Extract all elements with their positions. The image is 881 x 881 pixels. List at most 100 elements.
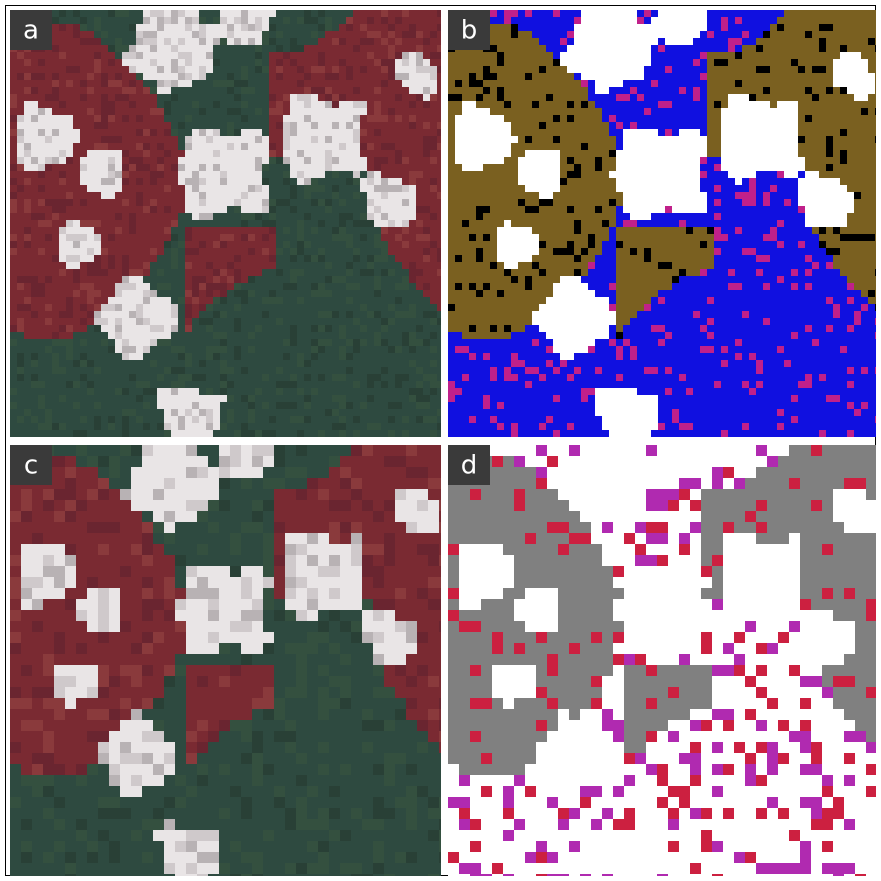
pixel <box>73 297 80 304</box>
pixel <box>469 59 476 66</box>
pixel <box>115 311 122 318</box>
pixel <box>59 157 66 164</box>
pixel <box>248 353 255 360</box>
pixel <box>423 17 430 24</box>
pixel <box>325 381 332 388</box>
pixel <box>164 199 171 206</box>
pixel <box>45 80 52 87</box>
pixel <box>10 73 17 80</box>
pixel <box>206 101 213 108</box>
pixel <box>416 171 423 178</box>
pixel <box>416 297 423 304</box>
pixel <box>416 304 423 311</box>
pixel <box>94 24 101 31</box>
pixel <box>199 423 206 430</box>
pixel <box>437 395 441 402</box>
pixel <box>234 80 241 87</box>
pixel <box>847 59 854 66</box>
pixel <box>395 409 402 416</box>
pixel <box>402 388 409 395</box>
pixel <box>402 304 409 311</box>
pixel <box>868 66 875 73</box>
pixel <box>360 108 367 115</box>
pixel <box>122 276 129 283</box>
pixel <box>644 101 651 108</box>
pixel <box>826 52 833 59</box>
pixel <box>588 73 595 80</box>
pixel <box>150 101 157 108</box>
pixel <box>150 430 157 437</box>
pixel <box>290 185 297 192</box>
pixel <box>171 220 178 227</box>
pixel <box>721 101 728 108</box>
pixel <box>665 80 672 87</box>
pixel <box>122 94 129 101</box>
pixel <box>374 262 381 269</box>
pixel <box>318 360 325 367</box>
pixel <box>409 157 416 164</box>
pixel <box>10 339 17 346</box>
pixel <box>644 17 651 24</box>
pixel <box>437 423 441 430</box>
pixel <box>416 10 423 17</box>
pixel <box>353 129 360 136</box>
pixel <box>791 24 798 31</box>
pixel <box>52 94 59 101</box>
pixel <box>430 87 437 94</box>
pixel <box>283 87 290 94</box>
pixel <box>136 332 143 339</box>
pixel <box>374 353 381 360</box>
pixel <box>756 136 763 143</box>
pixel <box>185 213 192 220</box>
pixel <box>115 395 122 402</box>
pixel <box>490 45 497 52</box>
pixel <box>416 262 423 269</box>
pixel <box>332 150 339 157</box>
pixel <box>276 178 283 185</box>
pixel <box>122 73 129 80</box>
pixel <box>714 17 721 24</box>
pixel <box>108 87 115 94</box>
pixel <box>840 66 847 73</box>
pixel <box>339 367 346 374</box>
pixel <box>430 402 437 409</box>
pixel <box>546 52 553 59</box>
pixel <box>255 381 262 388</box>
pixel <box>227 185 234 192</box>
pixel <box>311 332 318 339</box>
pixel <box>665 94 672 101</box>
pixel <box>770 115 777 122</box>
pixel <box>136 17 143 24</box>
pixel <box>448 101 455 108</box>
pixel <box>59 248 66 255</box>
pixel <box>227 199 234 206</box>
pixel <box>651 115 658 122</box>
pixel <box>381 192 388 199</box>
pixel <box>297 213 304 220</box>
pixel <box>248 381 255 388</box>
pixel <box>770 101 777 108</box>
pixel <box>297 325 304 332</box>
pixel <box>423 108 430 115</box>
pixel <box>367 262 374 269</box>
pixel <box>157 164 164 171</box>
pixel <box>136 94 143 101</box>
pixel <box>143 45 150 52</box>
pixel <box>94 374 101 381</box>
pixel <box>73 269 80 276</box>
pixel <box>304 143 311 150</box>
pixel <box>539 122 546 129</box>
pixel <box>10 136 17 143</box>
pixel <box>595 129 602 136</box>
pixel <box>304 59 311 66</box>
pixel <box>686 122 693 129</box>
pixel <box>455 115 462 122</box>
pixel <box>143 206 150 213</box>
pixel <box>311 87 318 94</box>
pixel <box>581 45 588 52</box>
pixel <box>199 38 206 45</box>
pixel <box>178 24 185 31</box>
pixel <box>875 108 876 115</box>
pixel <box>115 332 122 339</box>
pixel <box>136 24 143 31</box>
